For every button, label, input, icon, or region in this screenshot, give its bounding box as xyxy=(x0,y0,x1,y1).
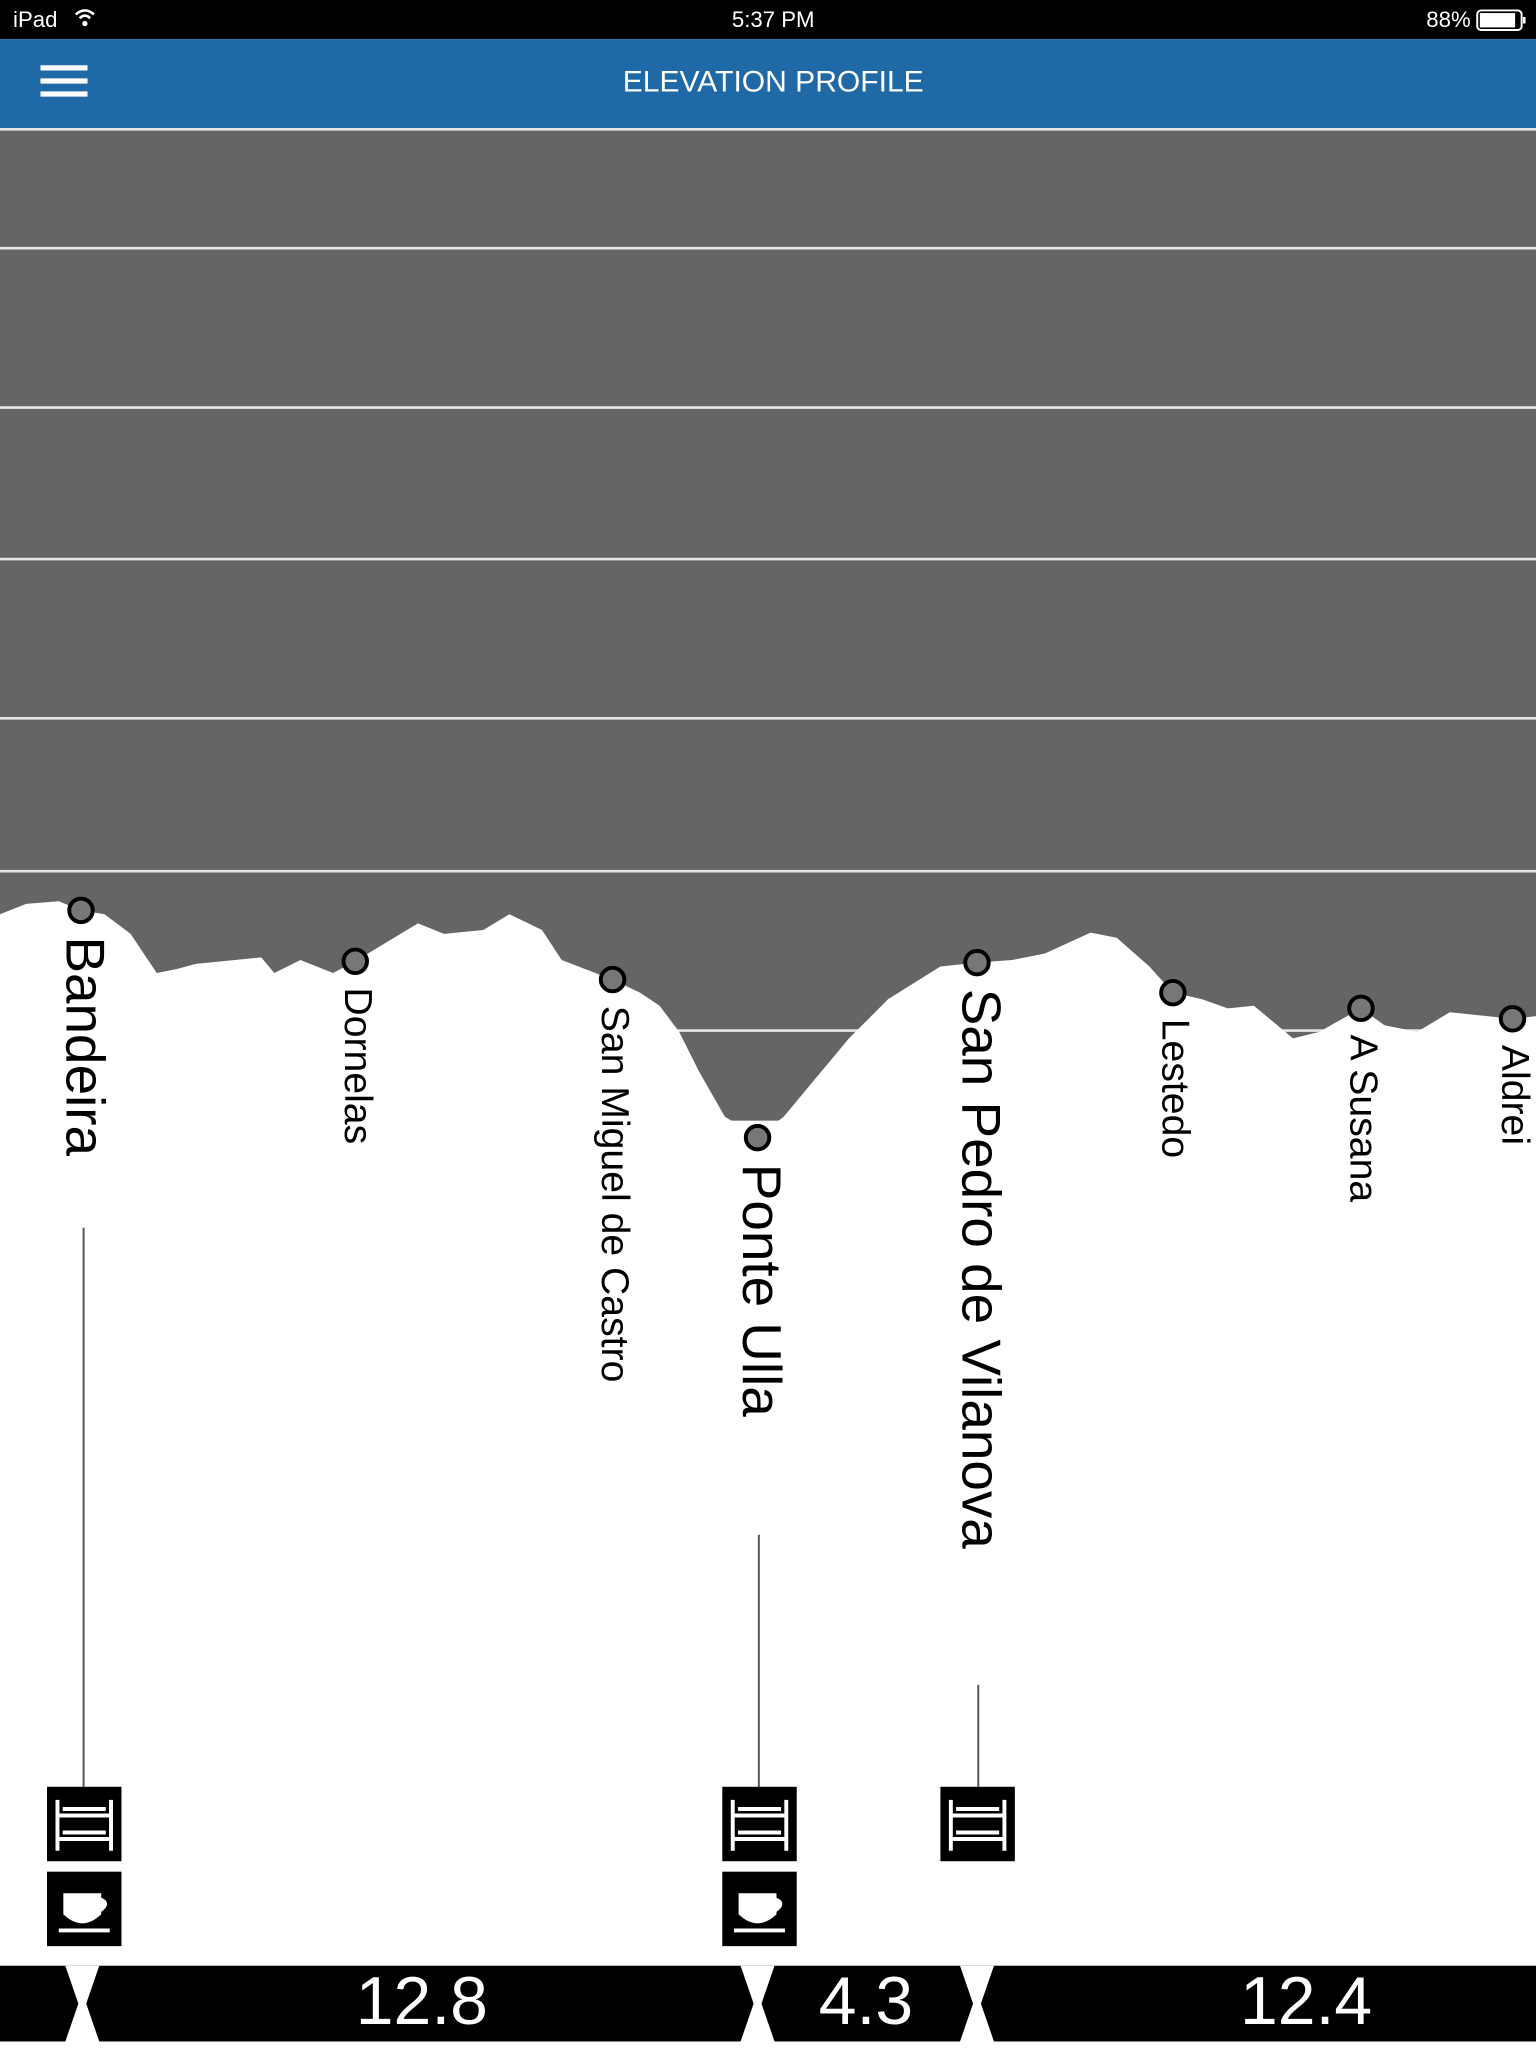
stage-distance: 12.4 xyxy=(1240,1964,1372,2039)
place-name: Dornelas xyxy=(336,987,379,1144)
place-marker xyxy=(963,948,991,977)
stage-separators xyxy=(65,1965,994,2042)
battery-percent: 88% xyxy=(1426,7,1470,32)
place-marker xyxy=(1347,994,1375,1023)
place-marker xyxy=(743,1123,772,1152)
clock: 5:37 PM xyxy=(732,7,815,32)
place-marker xyxy=(598,965,627,994)
status-bar xyxy=(0,0,1536,40)
place-name: A Susana xyxy=(1342,1034,1385,1202)
wifi-dot xyxy=(82,20,88,27)
place-name: Ponte Ulla xyxy=(731,1164,793,1418)
place-name: Aldrei xyxy=(1493,1045,1536,1145)
place-marker xyxy=(341,947,369,976)
place-name: San Miguel de Castro xyxy=(593,1006,636,1383)
stage-distance: 4.3 xyxy=(819,1964,913,2039)
battery-level xyxy=(1479,13,1516,28)
place-marker xyxy=(67,896,95,925)
place-marker xyxy=(1159,978,1187,1007)
cup-glyph xyxy=(58,1893,110,1933)
battery-tip xyxy=(1522,16,1526,24)
device-name: iPad xyxy=(13,7,57,32)
terrain xyxy=(0,901,1536,1966)
stage-distance: 12.8 xyxy=(356,1964,488,2039)
menu-button[interactable] xyxy=(40,65,88,97)
place-name: Lestedo xyxy=(1154,1019,1197,1158)
battery-icon xyxy=(1476,9,1523,32)
bed-glyph xyxy=(730,1799,789,1851)
bed-glyph xyxy=(948,1799,1007,1851)
place-name: San Pedro de Vilanova xyxy=(950,989,1012,1550)
wifi-icon xyxy=(74,9,95,20)
bed-glyph xyxy=(55,1799,113,1851)
place-marker xyxy=(1498,1005,1527,1033)
cup-glyph xyxy=(734,1893,785,1933)
page-title: ELEVATION PROFILE xyxy=(623,66,924,99)
nav-bar xyxy=(0,39,1536,129)
sky-area xyxy=(0,128,1536,1121)
place-name: Bandeira xyxy=(54,936,116,1156)
